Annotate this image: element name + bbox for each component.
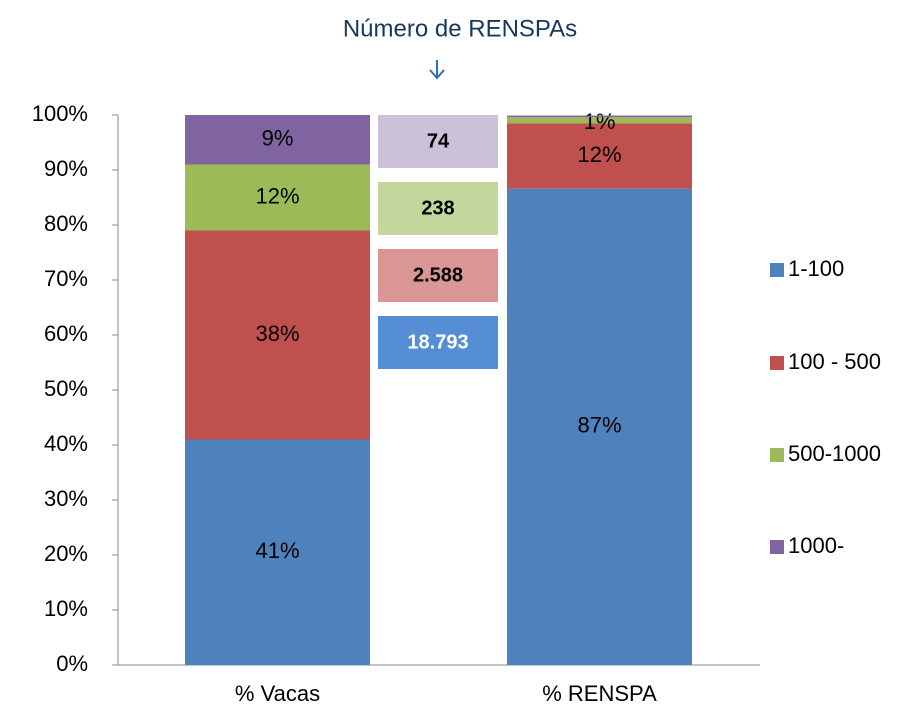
count-label: 74	[427, 130, 450, 152]
x-tick-label: % RENSPA	[542, 681, 657, 706]
data-label: 41%	[255, 538, 299, 563]
y-tick-label: 20%	[44, 541, 88, 566]
legend-label: 1-100	[788, 256, 844, 281]
y-tick-label: 0%	[56, 651, 88, 676]
bar-segment	[507, 117, 692, 124]
y-tick-label: 60%	[44, 321, 88, 346]
bar-segment	[507, 123, 692, 189]
data-label: 1%	[584, 109, 616, 134]
legend-marker	[770, 540, 784, 554]
data-label: 12%	[255, 183, 299, 208]
y-tick-label: 10%	[44, 596, 88, 621]
arrow	[429, 60, 445, 80]
y-tick-label: 40%	[44, 431, 88, 456]
count-label: 238	[421, 197, 454, 219]
count-label: 2.588	[413, 264, 463, 286]
bar-segment	[185, 115, 370, 165]
count-box	[378, 115, 498, 168]
legend-label: 500-1000	[788, 441, 881, 466]
legend-marker	[770, 448, 784, 462]
data-label: 12%	[577, 142, 621, 167]
y-tick-label: 70%	[44, 266, 88, 291]
y-tick-label: 80%	[44, 211, 88, 236]
count-label: 18.793	[407, 331, 468, 353]
legend-label: 100 - 500	[788, 349, 881, 374]
y-tick-label: 90%	[44, 156, 88, 181]
bar-segment	[507, 188, 692, 665]
data-label: 87%	[577, 413, 621, 438]
bar-segment	[507, 115, 692, 118]
y-tick-label: 100%	[32, 101, 88, 126]
count-box	[378, 316, 498, 369]
bar-segment	[185, 439, 370, 665]
data-label: 9%	[262, 126, 294, 151]
x-tick-label: % Vacas	[235, 681, 320, 706]
count-box	[378, 249, 498, 302]
y-tick-label: 50%	[44, 376, 88, 401]
bar-segment	[185, 164, 370, 231]
legend-marker	[770, 356, 784, 370]
count-box	[378, 182, 498, 235]
legend-marker	[770, 263, 784, 277]
y-tick-label: 30%	[44, 486, 88, 511]
data-label: 38%	[255, 321, 299, 346]
bar-segment	[185, 230, 370, 440]
legend-label: 1000-	[788, 533, 844, 558]
annotation: Número de RENSPAs	[343, 15, 577, 42]
